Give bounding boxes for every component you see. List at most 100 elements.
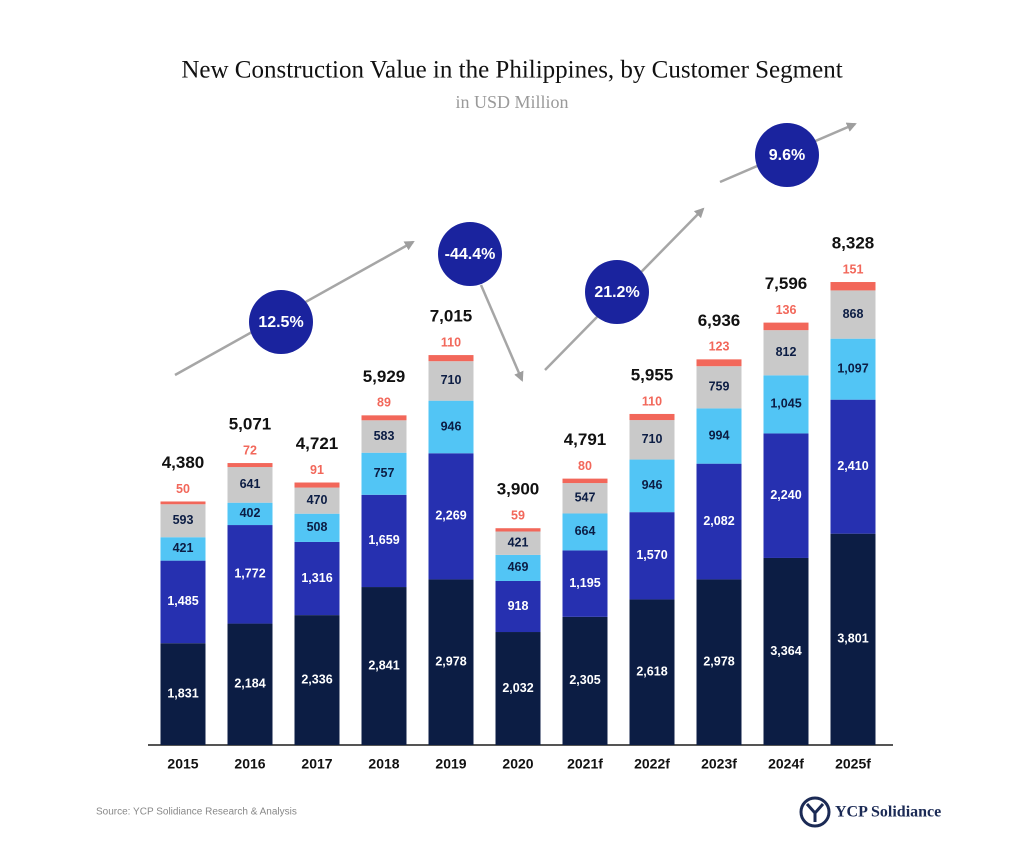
bar-segment: [696, 366, 742, 409]
growth-bubble: [249, 290, 313, 354]
value-label: 2,978: [703, 655, 734, 669]
bar-segment: [361, 587, 407, 745]
bar-segment: [830, 533, 876, 745]
bar-segment: [428, 361, 474, 401]
bar-segment: [294, 482, 340, 488]
total-label: 7,015: [430, 307, 473, 326]
value-label: 508: [307, 520, 328, 534]
value-label: 1,195: [569, 576, 600, 590]
total-label: 4,791: [564, 430, 607, 449]
bar-segment: [495, 580, 541, 633]
bar-segment: [696, 463, 742, 580]
value-label: 402: [240, 506, 261, 520]
value-label: 2,410: [837, 459, 868, 473]
x-tick-label: 2023f: [701, 756, 737, 772]
value-label: 1,831: [167, 686, 198, 700]
value-label: 1,316: [301, 571, 332, 585]
value-label: 710: [642, 432, 663, 446]
x-tick-label: 2016: [234, 756, 265, 772]
bar-segment: [495, 531, 541, 555]
bar-segment: [763, 330, 809, 376]
bar-segment: [227, 623, 273, 745]
growth-bubble: [438, 222, 502, 286]
total-label: 5,071: [229, 415, 272, 434]
chart-title: New Construction Value in the Philippine…: [181, 57, 842, 84]
bar-segment: [629, 599, 675, 745]
total-label: 6,936: [698, 311, 741, 330]
bar-segment: [629, 420, 675, 460]
bar-segment: [361, 494, 407, 588]
value-label: 89: [377, 396, 391, 410]
bar-segment: [428, 400, 474, 454]
value-label: 2,082: [703, 514, 734, 528]
bar-segment: [160, 560, 206, 644]
value-label: 1,772: [234, 567, 265, 581]
bar-segment: [830, 282, 876, 291]
value-label: 123: [709, 340, 730, 354]
growth-label: 12.5%: [258, 314, 303, 331]
bar-segment: [495, 554, 541, 581]
x-tick-label: 2018: [368, 756, 399, 772]
source: Source: YCP Solidiance Research & Analys…: [96, 807, 297, 818]
bar-segment: [428, 453, 474, 580]
value-label: 1,485: [167, 594, 198, 608]
bar-segment: [696, 359, 742, 367]
value-label: 641: [240, 477, 261, 491]
bar-segment: [495, 528, 541, 532]
total-label: 8,328: [832, 234, 875, 253]
bar-segment: [428, 579, 474, 745]
bar-segment: [361, 415, 407, 421]
value-label: 59: [511, 509, 525, 523]
x-tick-label: 2022f: [634, 756, 670, 772]
x-tick-label: 2017: [301, 756, 332, 772]
value-label: 812: [776, 345, 797, 359]
bar-segment: [763, 375, 809, 434]
bar-segment: [361, 452, 407, 495]
bar-segment: [763, 433, 809, 558]
value-label: 868: [843, 307, 864, 321]
bar-segment: [428, 355, 474, 362]
bar-segment: [160, 537, 206, 561]
bar-segment: [629, 413, 675, 421]
x-tick-label: 2021f: [567, 756, 603, 772]
value-label: 946: [441, 419, 462, 433]
bar-segment: [294, 487, 340, 514]
value-label: 547: [575, 491, 596, 505]
value-label: 3,364: [770, 644, 801, 658]
value-label: 2,269: [435, 509, 466, 523]
logo-text: YCP Solidiance: [835, 804, 941, 821]
value-label: 469: [508, 560, 529, 574]
bar-segment: [562, 478, 608, 484]
x-tick-label: 2020: [502, 756, 533, 772]
bar-segment: [294, 513, 340, 542]
value-label: 91: [310, 463, 324, 477]
value-label: 2,841: [368, 658, 399, 672]
bar-segment: [160, 504, 206, 538]
value-label: 994: [709, 428, 730, 442]
value-label: 759: [709, 380, 730, 394]
value-label: 50: [176, 482, 190, 496]
bar-segment: [830, 338, 876, 400]
bar-segment: [562, 483, 608, 514]
growth-bubble: [585, 260, 649, 324]
bar-segment: [160, 501, 206, 505]
bar-segment: [629, 459, 675, 513]
x-tick-label: 2015: [167, 756, 198, 772]
logo: [799, 796, 831, 828]
value-label: 151: [843, 262, 864, 276]
chart-subtitle: in USD Million: [455, 92, 568, 112]
total-label: 4,721: [296, 434, 339, 453]
value-label: 72: [243, 443, 257, 457]
value-label: 918: [508, 599, 529, 613]
growth-label: -44.4%: [445, 246, 496, 263]
value-label: 1,570: [636, 548, 667, 562]
total-label: 5,929: [363, 367, 406, 386]
value-label: 136: [776, 303, 797, 317]
bar-segment: [629, 512, 675, 600]
value-label: 2,184: [234, 677, 265, 691]
bar-segment: [763, 322, 809, 331]
growth-label: 9.6%: [769, 147, 805, 164]
value-label: 1,097: [837, 361, 868, 375]
value-label: 2,618: [636, 665, 667, 679]
